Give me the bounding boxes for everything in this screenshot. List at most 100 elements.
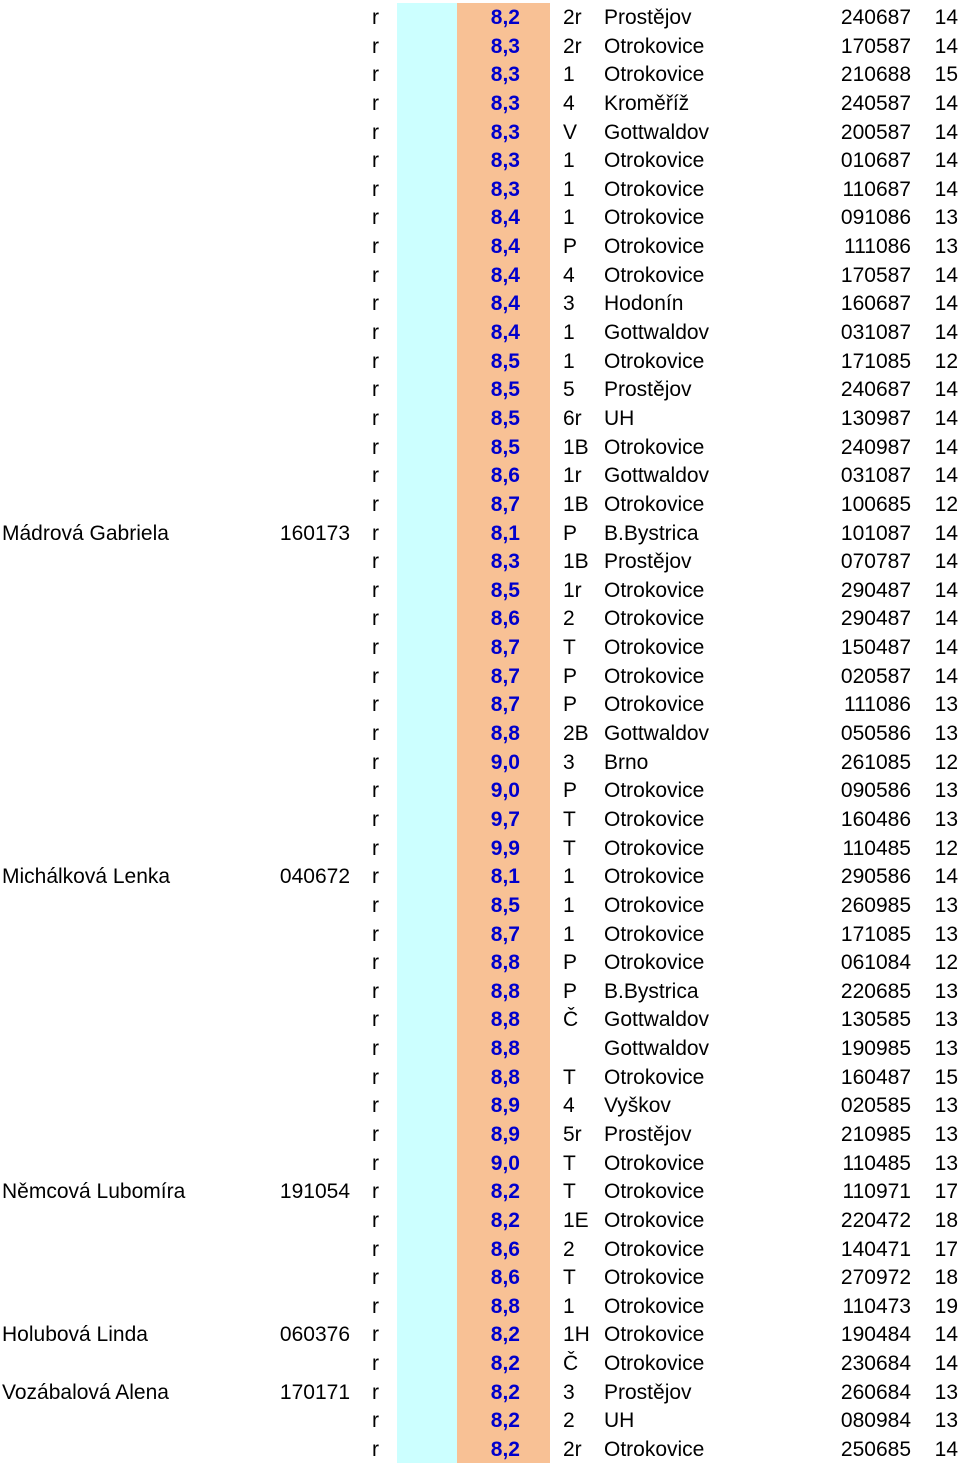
venue-city: Prostějov <box>604 1122 692 1146</box>
placement: T <box>563 836 576 860</box>
result-time: 8,7 <box>490 636 520 660</box>
athlete-name: Němcová Lubomíra <box>2 1180 186 1204</box>
table-row: r 8,3 1 Otrokovice 210688 15 <box>0 61 960 90</box>
event-date: 230684 <box>840 1352 911 1376</box>
cyan-column-background <box>397 3 457 1463</box>
result-time: 8,3 <box>490 63 520 87</box>
athlete-age: 14 <box>934 464 958 488</box>
placement: 3 <box>563 1380 575 1404</box>
category-code: r <box>372 1266 379 1290</box>
result-time: 8,3 <box>490 91 520 115</box>
results-table: r 8,2 2r Prostějov 240687 14 r 8,3 2r Otrokovice 1… <box>0 4 960 1465</box>
athlete-age: 13 <box>934 1037 958 1061</box>
result-time: 8,9 <box>490 1094 520 1118</box>
event-date: 260684 <box>840 1380 911 1404</box>
athlete-age: 13 <box>934 807 958 831</box>
table-row: r 8,5 1B Otrokovice 240987 14 <box>0 434 960 463</box>
event-date: 240687 <box>840 6 911 29</box>
category-code: r <box>372 120 379 144</box>
venue-city: Otrokovice <box>604 492 705 516</box>
placement: 1 <box>563 63 575 87</box>
athlete-age: 14 <box>934 263 958 287</box>
athlete-age: 12 <box>934 836 958 860</box>
placement: P <box>563 979 578 1003</box>
event-date: 110687 <box>842 177 911 201</box>
athlete-age: 14 <box>934 664 958 688</box>
venue-city: Otrokovice <box>604 235 705 259</box>
venue-city: Otrokovice <box>604 1180 705 1204</box>
venue-city: Otrokovice <box>604 1352 705 1376</box>
category-code: r <box>372 578 379 602</box>
venue-city: Prostějov <box>604 1380 692 1404</box>
event-date: 031087 <box>840 321 911 345</box>
result-time: 8,8 <box>490 1065 520 1089</box>
venue-city: Otrokovice <box>604 607 705 631</box>
result-time: 8,6 <box>490 607 520 631</box>
athlete-age: 17 <box>934 1237 958 1261</box>
result-time: 8,8 <box>490 951 520 975</box>
placement: T <box>563 1151 576 1175</box>
placement: T <box>563 1065 576 1089</box>
result-time: 8,6 <box>490 1237 520 1261</box>
result-time: 8,2 <box>490 1380 520 1404</box>
result-time: 8,9 <box>490 1122 520 1146</box>
table-row: r 8,3 4 Kroměříž 240587 14 <box>0 90 960 119</box>
result-time: 9,7 <box>490 807 520 831</box>
result-time: 8,3 <box>490 177 520 201</box>
category-code: r <box>372 836 379 860</box>
event-date: 220472 <box>840 1208 911 1232</box>
category-code: r <box>372 750 379 774</box>
placement: T <box>563 1266 576 1290</box>
event-date: 171085 <box>840 922 911 946</box>
placement: 1 <box>563 321 575 345</box>
athlete-age: 14 <box>934 521 958 545</box>
result-time: 8,3 <box>490 550 520 574</box>
placement: T <box>563 807 576 831</box>
athlete-age: 14 <box>934 865 958 889</box>
placement: 2r <box>563 1438 582 1462</box>
table-row: r 8,7 P Otrokovice 020587 14 <box>0 663 960 692</box>
event-date: 250685 <box>840 1438 911 1462</box>
category-code: r <box>372 1409 379 1433</box>
event-date: 020585 <box>840 1094 911 1118</box>
time-column-background <box>457 3 550 1463</box>
athlete-age: 14 <box>934 321 958 345</box>
table-row: r 8,2 Č Otrokovice 230684 14 <box>0 1350 960 1379</box>
event-date: 290487 <box>840 607 911 631</box>
venue-city: Gottwaldov <box>604 1008 710 1032</box>
athlete-age: 14 <box>934 91 958 115</box>
table-row: r 8,8 P B.Bystrica 220685 13 <box>0 978 960 1007</box>
table-row: r 8,9 5r Prostějov 210985 13 <box>0 1121 960 1150</box>
venue-city: Otrokovice <box>604 578 705 602</box>
table-row: r 8,6 1r Gottwaldov 031087 14 <box>0 462 960 491</box>
result-time: 8,8 <box>490 1037 520 1061</box>
event-date: 100685 <box>840 492 911 516</box>
table-row: r 8,7 1B Otrokovice 100685 12 <box>0 491 960 520</box>
athlete-age: 13 <box>934 722 958 746</box>
result-time: 8,7 <box>490 492 520 516</box>
table-row: Michálková Lenka 040672 r 8,1 1 Otrokovice 290… <box>0 863 960 892</box>
placement: 1 <box>563 922 575 946</box>
result-time: 9,0 <box>490 779 520 803</box>
placement: V <box>563 120 578 144</box>
athlete-age: 19 <box>934 1294 958 1318</box>
event-date: 020587 <box>840 664 911 688</box>
placement: 2 <box>563 607 575 631</box>
table-row: Vozábalová Alena 170171 r 8,2 3 Prostějov 2606… <box>0 1379 960 1408</box>
venue-city: Otrokovice <box>604 1208 705 1232</box>
category-code: r <box>372 865 379 889</box>
placement: P <box>563 521 578 545</box>
table-row: r 8,9 4 Vyškov 020585 13 <box>0 1092 960 1121</box>
placement: 4 <box>563 91 575 115</box>
category-code: r <box>372 406 379 430</box>
result-time: 8,4 <box>490 292 520 316</box>
venue-city: Hodonín <box>604 292 684 316</box>
category-code: r <box>372 1380 379 1404</box>
table-row: r 9,0 P Otrokovice 090586 13 <box>0 777 960 806</box>
category-code: r <box>372 1180 379 1204</box>
athlete-id: 170171 <box>279 1380 350 1404</box>
category-code: r <box>372 1208 379 1232</box>
table-row: r 8,4 4 Otrokovice 170587 14 <box>0 262 960 291</box>
placement: P <box>563 235 578 259</box>
category-code: r <box>372 693 379 717</box>
